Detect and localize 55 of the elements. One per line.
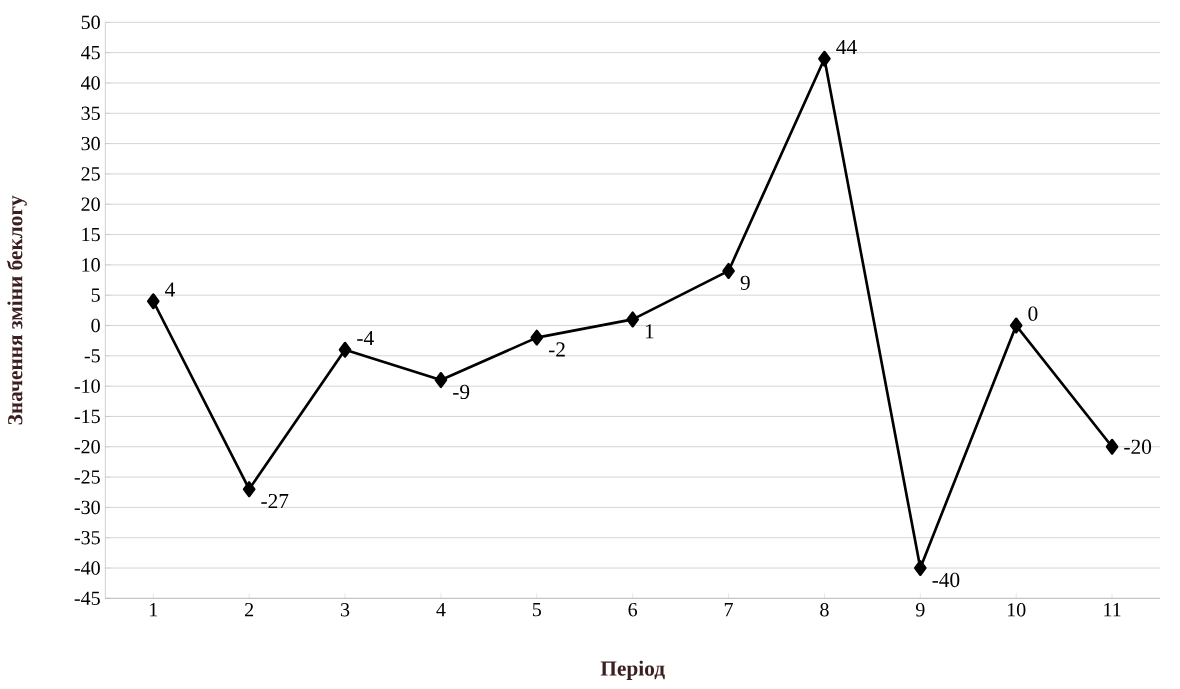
y-tick-label: -35 xyxy=(74,530,100,545)
x-tick-label: 5 xyxy=(532,603,542,617)
point xyxy=(338,341,352,358)
x-tick-label: 1 xyxy=(150,603,158,617)
y-tick-label: 35 xyxy=(81,106,100,120)
y-tick-label: 10 xyxy=(82,258,100,272)
y-tick-label: -45 xyxy=(74,591,100,606)
x-tick-label: 9 xyxy=(915,603,925,617)
data-label: 4 xyxy=(165,282,175,297)
x-tick-label: 7 xyxy=(724,603,733,617)
point xyxy=(146,293,160,310)
x-tick-label: 10 xyxy=(1007,603,1026,617)
y-tick-label: -25 xyxy=(74,470,100,484)
y-tick-label: -10 xyxy=(74,379,100,393)
y-tick-label: -40 xyxy=(74,561,100,575)
y-tick-label: -15 xyxy=(74,409,100,424)
y-tick-label: 45 xyxy=(81,45,100,60)
y-tick-label: 0 xyxy=(91,318,100,333)
data-label: -27 xyxy=(261,493,289,509)
y-tick-label: -20 xyxy=(74,440,100,454)
y-tick-label: 30 xyxy=(81,136,100,151)
point xyxy=(818,50,831,67)
data-label: -4 xyxy=(357,331,374,346)
data-label: -2 xyxy=(548,342,565,357)
y-tick-label: -5 xyxy=(84,349,100,363)
point xyxy=(1105,438,1119,455)
x-tick-label: 6 xyxy=(628,603,638,617)
data-label: -20 xyxy=(1124,439,1152,454)
data-label: 44 xyxy=(836,39,857,55)
data-label: -40 xyxy=(932,572,960,588)
data-label: 0 xyxy=(1028,306,1038,321)
y-tick-label: 15 xyxy=(82,227,100,242)
x-tick-label: 8 xyxy=(820,603,829,617)
point xyxy=(434,372,448,389)
point xyxy=(242,481,256,498)
point xyxy=(530,329,544,346)
x-axis-title: Період xyxy=(600,660,665,680)
y-tick-label: 5 xyxy=(91,288,100,302)
point xyxy=(913,560,927,577)
point xyxy=(722,262,735,279)
x-tick-label: 11 xyxy=(1104,603,1121,617)
data-label: -9 xyxy=(453,384,470,400)
point xyxy=(626,311,640,328)
y-tick-label: 20 xyxy=(81,197,100,211)
data-label: 1 xyxy=(645,324,654,339)
y-tick-label: 50 xyxy=(81,15,100,30)
y-axis-title: Значення зміни беклогу xyxy=(6,195,27,425)
x-tick-label: 4 xyxy=(436,603,446,617)
y-tick-label: 25 xyxy=(81,167,100,181)
y-tick-label: -30 xyxy=(74,500,100,515)
point xyxy=(1009,317,1023,334)
x-tick-label: 2 xyxy=(245,603,254,617)
x-tick-label: 3 xyxy=(341,603,350,617)
y-tick-label: 40 xyxy=(81,76,100,90)
data-label: 9 xyxy=(740,275,750,290)
